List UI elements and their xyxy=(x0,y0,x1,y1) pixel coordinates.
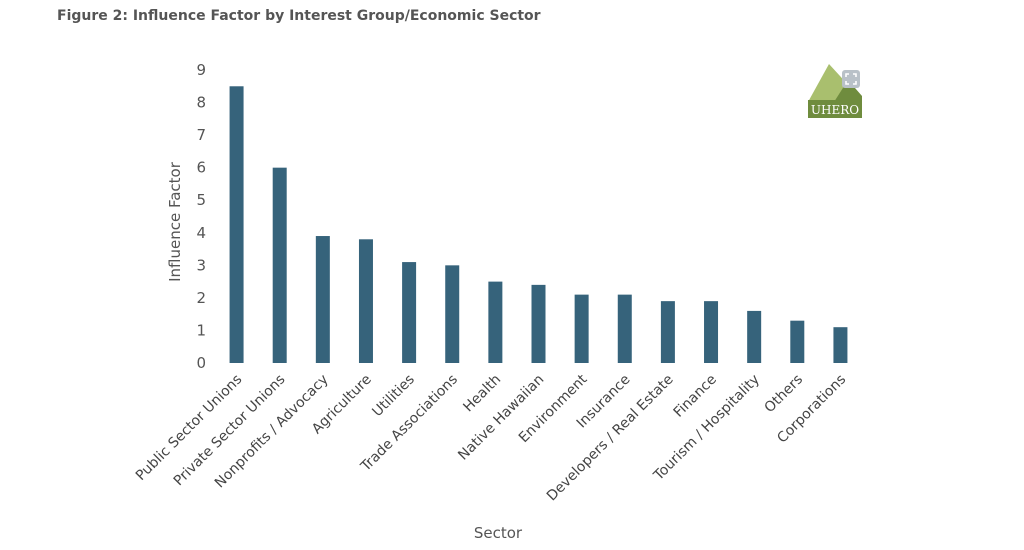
y-tick-label: 2 xyxy=(196,289,206,307)
uhero-logo: UHERO xyxy=(808,64,862,118)
y-axis-title: Influence Factor xyxy=(166,161,184,282)
logo-mountain-dark xyxy=(834,80,862,102)
bar xyxy=(833,327,848,363)
x-axis-title: Sector xyxy=(474,524,523,542)
fullscreen-button[interactable] xyxy=(842,70,860,88)
fullscreen-icon xyxy=(845,73,857,85)
y-tick-label: 5 xyxy=(196,191,206,209)
bar xyxy=(747,310,762,363)
bar xyxy=(574,294,589,363)
bar xyxy=(358,239,373,363)
y-tick-label: 8 xyxy=(196,94,206,112)
bar xyxy=(790,320,805,363)
y-tick-label: 4 xyxy=(196,224,206,242)
bar xyxy=(617,294,632,363)
logo-text: UHERO xyxy=(811,103,859,117)
bar xyxy=(488,281,503,363)
y-axis-ticks: 0 1 2 3 4 5 6 7 8 9 xyxy=(196,61,206,372)
bars xyxy=(229,86,848,364)
y-tick-label: 3 xyxy=(196,256,206,274)
bar xyxy=(272,167,287,363)
bar xyxy=(402,262,417,363)
bar xyxy=(704,301,719,363)
y-tick-label: 1 xyxy=(196,321,206,339)
y-tick-label: 9 xyxy=(196,61,206,79)
logo-band xyxy=(808,100,862,118)
y-tick-label: 7 xyxy=(196,126,206,144)
figure-title: Figure 2: Influence Factor by Interest G… xyxy=(57,8,541,24)
bar xyxy=(660,301,675,363)
y-tick-label: 6 xyxy=(196,159,206,177)
bar xyxy=(315,236,330,363)
bar xyxy=(531,284,546,363)
bar xyxy=(445,265,460,363)
y-tick-label: 0 xyxy=(196,354,206,372)
bar xyxy=(229,86,244,364)
